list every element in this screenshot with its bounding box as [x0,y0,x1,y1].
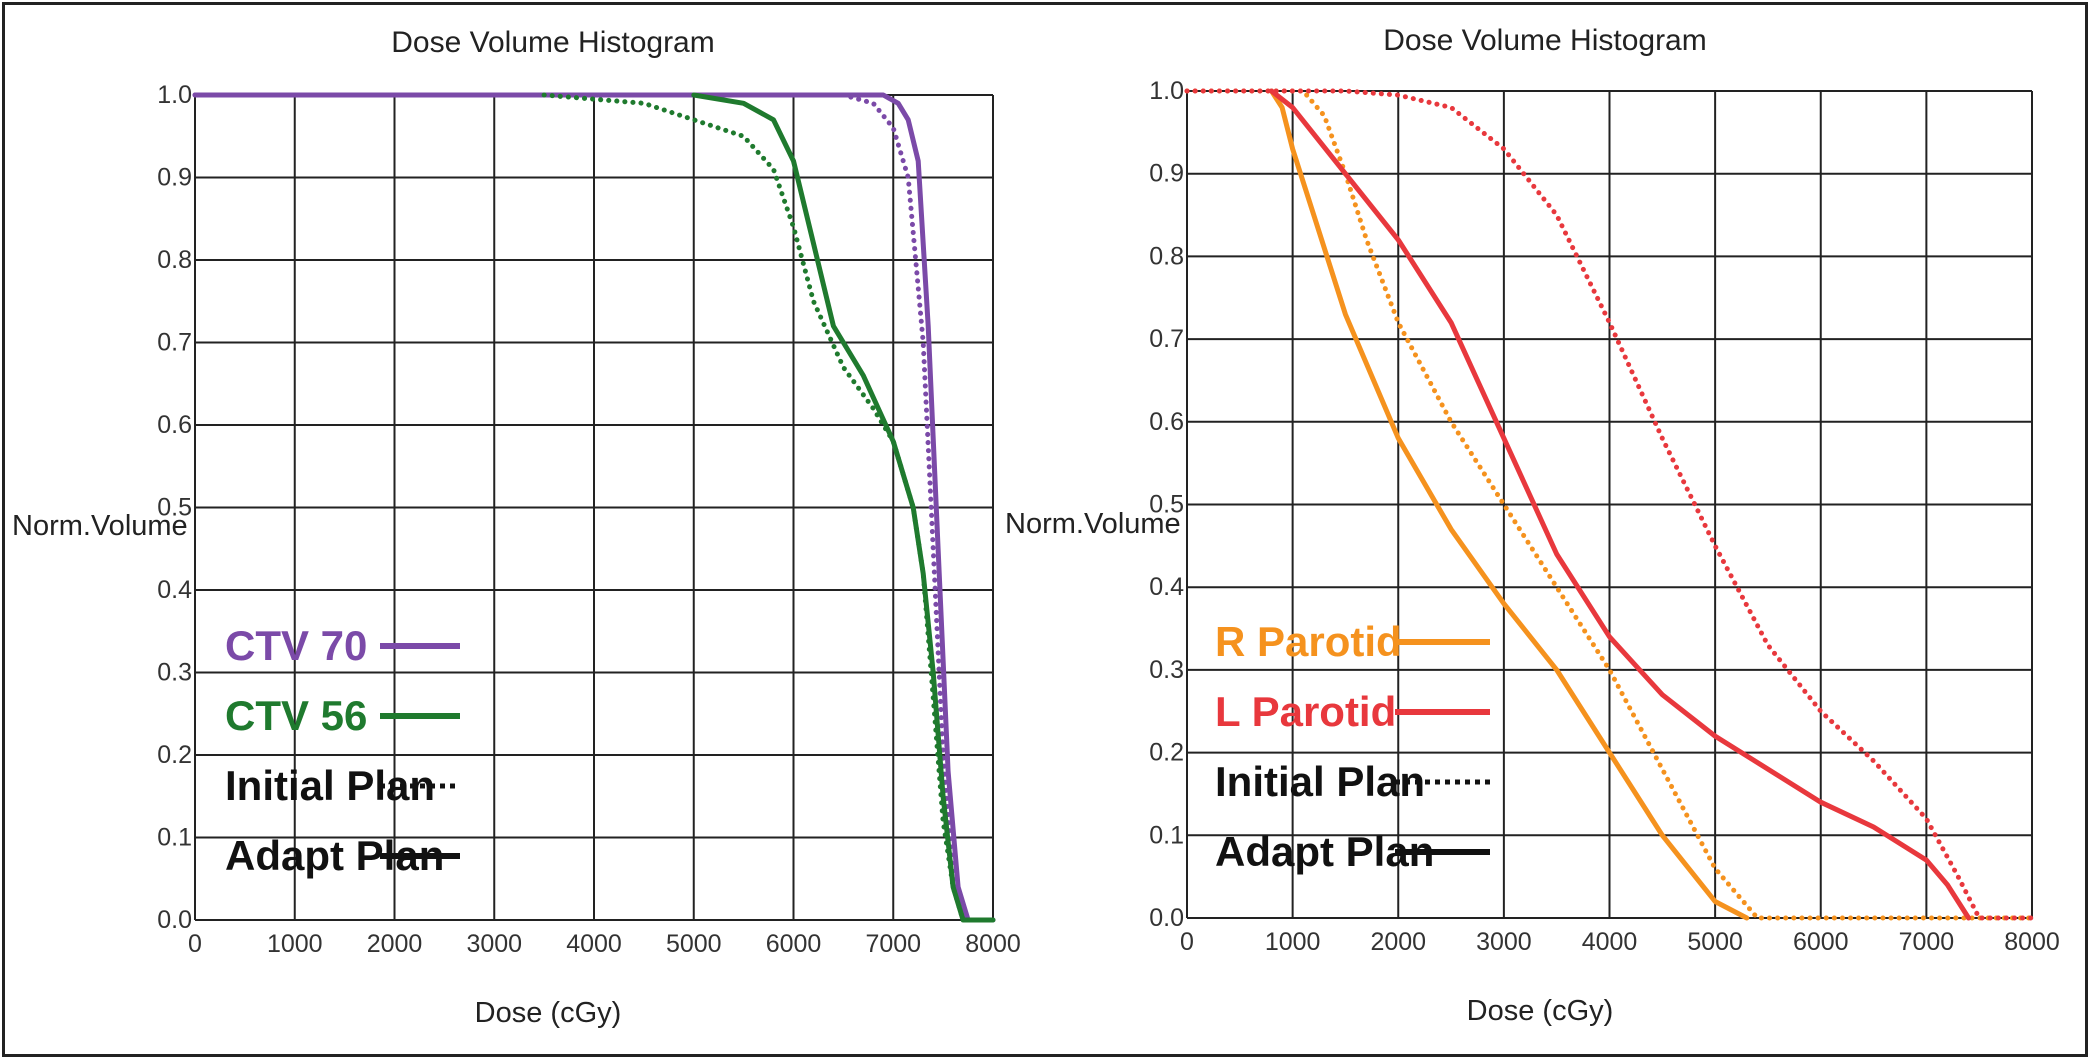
chart-panel-2: 0 1000 2000 3000 4000 5000 6000 7000 8000 0.0 0.1 0… [1005,24,2060,1027]
y-tick-label: 0.1 [1149,821,1184,849]
y-tick-label: 0.9 [157,164,192,192]
x-tick-label: 2000 [1370,928,1426,956]
y-tick-label: 0.8 [1149,242,1184,270]
y-axis-label: Norm.Volume [12,510,188,542]
y-tick-label: 0.2 [157,741,192,769]
x-tick-label: 2000 [367,930,423,958]
x-tick-label: 4000 [566,930,622,958]
chart-title: Dose Volume Histogram [1383,24,1706,57]
y-tick-label: 0.3 [157,659,192,687]
y-tick-label: 0.3 [1149,656,1184,684]
y-axis-label: Norm.Volume [1005,508,1181,540]
y-tick-label: 0.1 [157,824,192,852]
series-line-ctv-56-adapt-plan [691,92,996,923]
y-tick-label: 0.5 [157,494,192,522]
x-tick-label: 0 [1180,928,1194,956]
x-axis-label: Dose (cGy) [1467,995,1614,1027]
x-tick-label: 8000 [2004,928,2060,956]
legend-label: Initial Plan [1215,758,1425,805]
x-tick-label: 6000 [766,930,822,958]
chart-panel-1: 0 1000 2000 3000 4000 5000 6000 7000 8000 0.0 0.1 0… [12,26,1021,1029]
y-tick-label: 0.6 [1149,408,1184,436]
x-tick-label: 8000 [965,930,1021,958]
y-tick-label: 1.0 [157,81,192,109]
series-line-l-parotid-adapt-plan [1269,88,1972,921]
legend-label: L Parotid [1215,688,1396,735]
y-tick-label: 0.7 [1149,325,1184,353]
y-tick-label: 0.4 [157,576,192,604]
x-tick-label: 7000 [865,930,921,958]
x-tick-label: 1000 [1265,928,1321,956]
y-tick-label: 0.6 [157,411,192,439]
y-tick-label: 0.7 [157,329,192,357]
x-axis-label: Dose (cGy) [475,997,622,1029]
x-tick-label: 7000 [1899,928,1955,956]
y-tick-label: 0.0 [1149,904,1184,932]
x-tick-label: 5000 [1687,928,1743,956]
legend-label: R Parotid [1215,618,1402,665]
x-tick-label: 5000 [666,930,722,958]
series-line-l-parotid-initial-plan [1184,88,2035,921]
x-tick-label: 3000 [1476,928,1532,956]
x-tick-label: 3000 [466,930,522,958]
x-tick-label: 6000 [1793,928,1849,956]
series-line-r-parotid-adapt-plan [1269,88,1750,921]
series-line-ctv-70-adapt-plan [192,92,996,923]
x-tick-label: 1000 [267,930,323,958]
y-tick-label: 0.0 [157,906,192,934]
y-tick-label: 0.4 [1149,573,1184,601]
y-tick-label: 0.9 [1149,160,1184,188]
legend-label: CTV 70 [225,622,367,669]
series-line-r-parotid-initial-plan [1184,88,2035,921]
y-tick-label: 0.5 [1149,491,1184,519]
x-tick-label: 4000 [1582,928,1638,956]
x-tick-label: 0 [188,930,202,958]
y-tick-label: 0.2 [1149,739,1184,767]
chart-title: Dose Volume Histogram [391,26,714,59]
y-tick-label: 0.8 [157,246,192,274]
legend-label: CTV 56 [225,692,367,739]
y-tick-label: 1.0 [1149,77,1184,105]
